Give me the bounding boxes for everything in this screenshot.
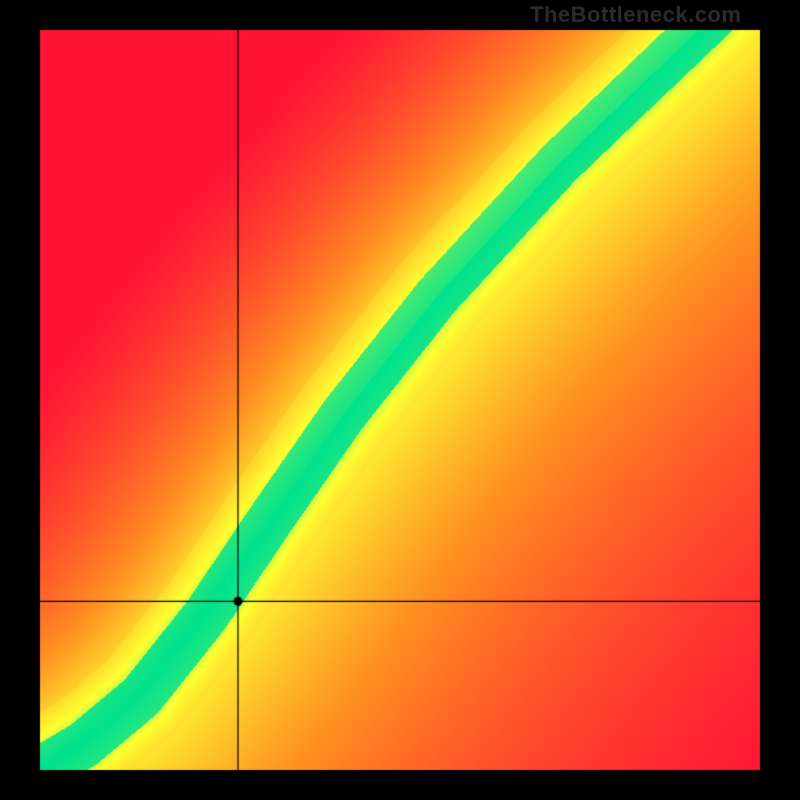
heatmap-canvas bbox=[0, 0, 800, 800]
bottleneck-heatmap bbox=[0, 0, 800, 800]
